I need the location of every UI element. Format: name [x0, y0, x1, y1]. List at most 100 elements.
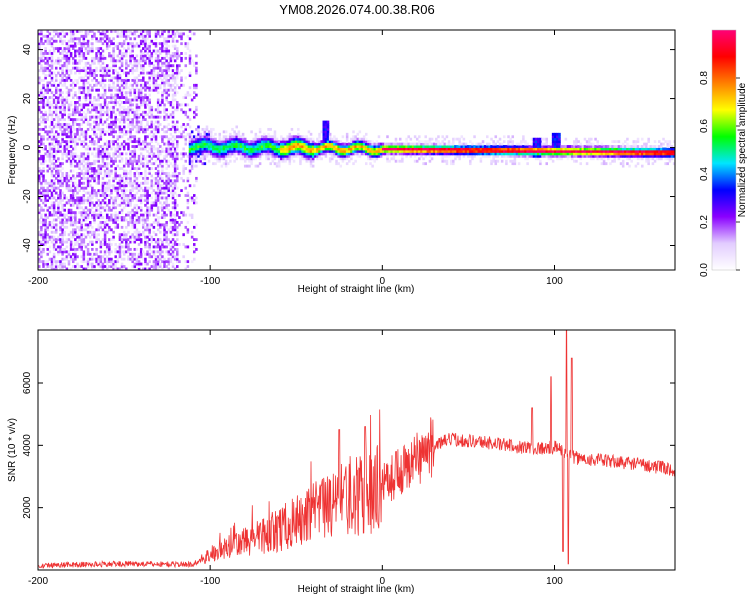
heatmap-cell [156, 32, 160, 36]
heatmap-cell [82, 216, 86, 219]
heatmap-cell [116, 250, 120, 254]
heatmap-cell [44, 189, 47, 193]
heatmap-cell [146, 176, 149, 180]
heatmap-cell [328, 152, 332, 156]
heatmap-cell [110, 88, 113, 92]
heatmap-cell [97, 39, 100, 43]
heatmap-cell [462, 145, 466, 148]
heatmap-cell [226, 137, 230, 141]
heatmap-cell [137, 206, 141, 210]
heatmap-cell [95, 52, 98, 55]
heatmap-cell [40, 228, 43, 232]
heatmap-cell [40, 110, 43, 114]
heatmap-cell [133, 255, 137, 259]
heatmap-cell [201, 154, 205, 158]
heatmap-cell [97, 110, 100, 114]
heatmap-cell [61, 223, 64, 227]
heatmap-cell [129, 174, 132, 178]
heatmap-cell [150, 130, 154, 134]
heatmap-cell [135, 181, 139, 185]
heatmap-cell [88, 118, 92, 122]
heatmap-cell [195, 135, 198, 139]
heatmap-cell [173, 88, 177, 92]
heatmap-cell [103, 130, 107, 134]
heatmap-cell [171, 265, 175, 268]
heatmap-cell [76, 108, 79, 112]
heatmap-cell [424, 154, 427, 158]
heatmap-cell [125, 34, 128, 38]
heatmap-cell [116, 186, 120, 190]
heatmap-cell [163, 110, 166, 114]
heatmap-cell [112, 218, 115, 222]
heatmap-cell [42, 120, 45, 124]
heatmap-cell [131, 86, 134, 90]
heatmap-cell [367, 157, 370, 161]
heatmap-cell [144, 189, 147, 193]
heatmap-cell [216, 142, 219, 146]
heatmap-cell [135, 54, 139, 58]
heatmap-cell [118, 147, 122, 151]
heatmap-cell [127, 196, 130, 200]
heatmap-cell [112, 267, 115, 270]
heatmap-cell [118, 110, 122, 114]
heatmap-cell [288, 147, 292, 151]
heatmap-cell [248, 140, 251, 144]
heatmap-cell [80, 198, 83, 202]
heatmap-cell [103, 223, 107, 227]
heatmap-cell [86, 108, 90, 112]
heatmap-cell [48, 257, 52, 261]
heatmap-cell [110, 123, 113, 126]
heatmap-cell [233, 140, 236, 144]
heatmap-cell [125, 30, 128, 33]
heatmap-cell [114, 223, 117, 227]
heatmap-cell [50, 162, 54, 166]
heatmap-cell [331, 145, 334, 148]
heatmap-cell [139, 78, 143, 82]
heatmap-cell [103, 169, 107, 173]
heatmap-cell [46, 98, 50, 102]
heatmap-cell [67, 179, 71, 183]
heatmap-cell [241, 142, 245, 146]
heatmap-cell [466, 147, 470, 151]
heatmap-cell [176, 152, 179, 156]
heatmap-cell [88, 96, 92, 99]
heatmap-cell [144, 110, 147, 114]
heatmap-cell [214, 150, 217, 153]
heatmap-cell [57, 71, 60, 75]
heatmap-cell [133, 257, 137, 261]
heatmap-cell [305, 154, 309, 158]
heatmap-cell [443, 147, 447, 151]
heatmap-cell [91, 265, 94, 268]
heatmap-cell [263, 145, 266, 148]
heatmap-cell [135, 127, 139, 131]
heatmap-cell [135, 44, 139, 48]
heatmap-cell [48, 52, 52, 55]
heatmap-cell [180, 42, 183, 46]
heatmap-cell [360, 142, 364, 146]
heatmap-cell [114, 96, 117, 99]
heatmap-cell [139, 52, 143, 55]
heatmap-cell [78, 49, 81, 53]
heatmap-cell [163, 83, 166, 87]
heatmap-cell [294, 145, 298, 148]
heatmap-cell [231, 150, 234, 153]
heatmap-cell [40, 208, 43, 212]
heatmap-cell [398, 142, 402, 146]
heatmap-cell [129, 127, 132, 131]
heatmap-cell [42, 218, 45, 222]
heatmap-cell [176, 66, 179, 70]
heatmap-cell [99, 115, 103, 119]
heatmap-cell [154, 66, 158, 70]
heatmap-cell [161, 223, 164, 227]
heatmap-cell [139, 172, 143, 175]
heatmap-cell [176, 145, 179, 148]
heatmap-cell [144, 88, 147, 92]
heatmap-cell [99, 120, 103, 124]
heatmap-cell [165, 172, 168, 175]
heatmap-cell [445, 135, 449, 139]
heatmap-cell [167, 252, 171, 256]
heatmap-cell [57, 260, 60, 264]
heatmap-cell [54, 238, 58, 242]
heatmap-cell [243, 150, 247, 153]
heatmap-cell [116, 108, 120, 112]
